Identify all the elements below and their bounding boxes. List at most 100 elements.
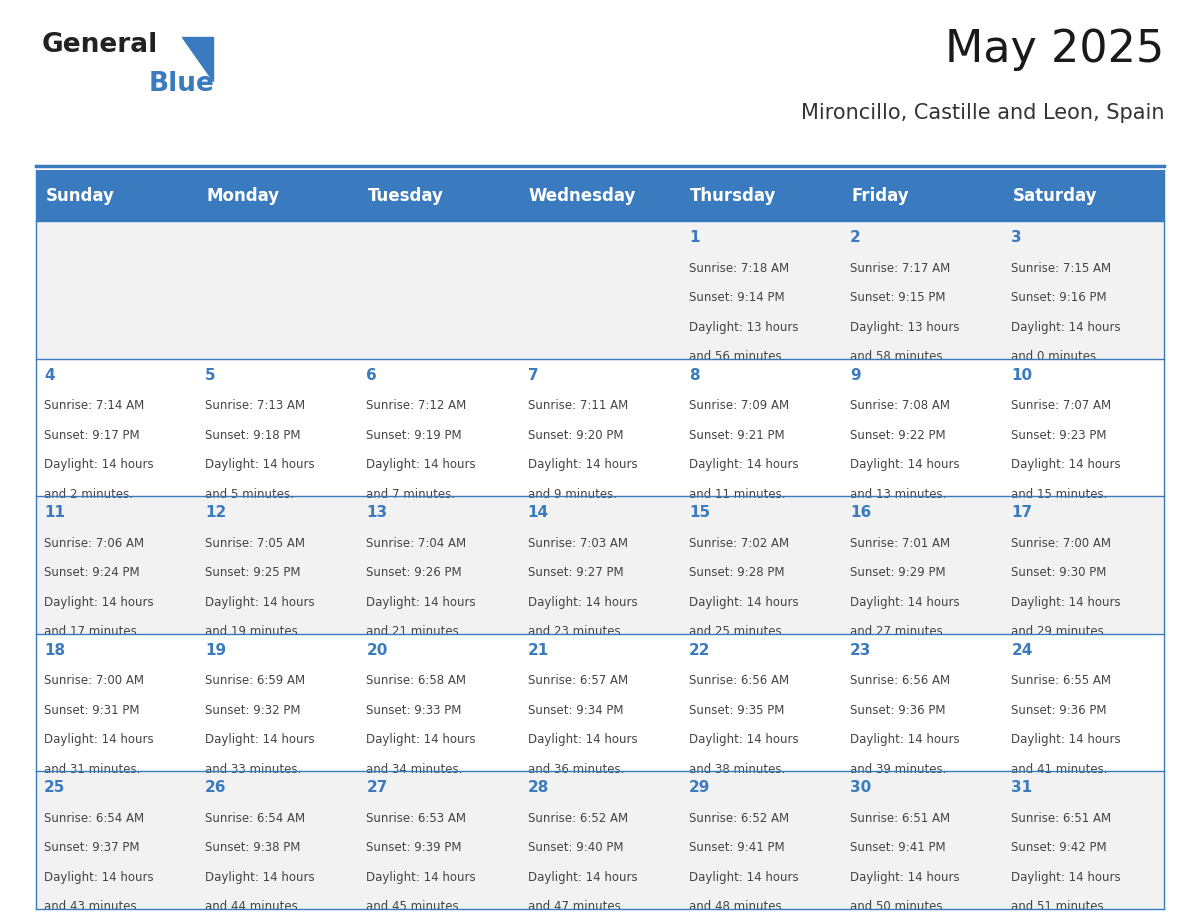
- Text: Sunrise: 6:52 AM: Sunrise: 6:52 AM: [689, 812, 789, 824]
- Bar: [36, 633, 197, 771]
- Bar: [681, 359, 842, 497]
- Text: Sunset: 9:24 PM: Sunset: 9:24 PM: [44, 566, 139, 579]
- Bar: [358, 633, 519, 771]
- Bar: [842, 771, 1003, 909]
- Text: Sunrise: 7:00 AM: Sunrise: 7:00 AM: [44, 674, 144, 688]
- Text: Daylight: 14 hours: Daylight: 14 hours: [527, 733, 637, 746]
- Text: Sunrise: 7:12 AM: Sunrise: 7:12 AM: [366, 399, 467, 412]
- Text: Wednesday: Wednesday: [529, 186, 637, 205]
- Text: Sunrise: 7:02 AM: Sunrise: 7:02 AM: [689, 537, 789, 550]
- Text: Sunrise: 7:08 AM: Sunrise: 7:08 AM: [851, 399, 950, 412]
- Bar: [36, 497, 197, 633]
- Bar: [842, 359, 1003, 497]
- Bar: [1003, 170, 1164, 221]
- Text: Daylight: 14 hours: Daylight: 14 hours: [44, 596, 153, 609]
- Text: 4: 4: [44, 368, 55, 383]
- Text: Sunrise: 7:03 AM: Sunrise: 7:03 AM: [527, 537, 627, 550]
- Bar: [519, 633, 681, 771]
- Text: Sunset: 9:31 PM: Sunset: 9:31 PM: [44, 704, 139, 717]
- Bar: [36, 771, 197, 909]
- Text: Daylight: 14 hours: Daylight: 14 hours: [44, 458, 153, 471]
- Bar: [681, 771, 842, 909]
- Text: Daylight: 14 hours: Daylight: 14 hours: [851, 458, 960, 471]
- Text: Sunrise: 7:06 AM: Sunrise: 7:06 AM: [44, 537, 144, 550]
- Text: 1: 1: [689, 230, 700, 245]
- Bar: [197, 221, 358, 359]
- Text: 20: 20: [366, 643, 387, 658]
- Text: Sunrise: 7:01 AM: Sunrise: 7:01 AM: [851, 537, 950, 550]
- Text: and 39 minutes.: and 39 minutes.: [851, 763, 947, 776]
- Text: and 19 minutes.: and 19 minutes.: [206, 625, 302, 638]
- Text: Daylight: 14 hours: Daylight: 14 hours: [1011, 458, 1121, 471]
- Text: Daylight: 13 hours: Daylight: 13 hours: [851, 320, 960, 334]
- Text: 16: 16: [851, 506, 871, 521]
- Text: Sunset: 9:42 PM: Sunset: 9:42 PM: [1011, 841, 1107, 855]
- Text: 30: 30: [851, 780, 871, 796]
- Text: Sunset: 9:36 PM: Sunset: 9:36 PM: [1011, 704, 1107, 717]
- Text: and 36 minutes.: and 36 minutes.: [527, 763, 624, 776]
- Text: 27: 27: [366, 780, 387, 796]
- Text: 24: 24: [1011, 643, 1032, 658]
- Text: Sunset: 9:21 PM: Sunset: 9:21 PM: [689, 429, 784, 442]
- Bar: [358, 771, 519, 909]
- Text: Sunset: 9:27 PM: Sunset: 9:27 PM: [527, 566, 624, 579]
- Text: Daylight: 14 hours: Daylight: 14 hours: [1011, 596, 1121, 609]
- Text: Sunset: 9:23 PM: Sunset: 9:23 PM: [1011, 429, 1107, 442]
- Text: Sunrise: 6:56 AM: Sunrise: 6:56 AM: [689, 674, 789, 688]
- Text: Sunrise: 7:05 AM: Sunrise: 7:05 AM: [206, 537, 305, 550]
- Bar: [681, 170, 842, 221]
- Text: and 38 minutes.: and 38 minutes.: [689, 763, 785, 776]
- Text: Daylight: 14 hours: Daylight: 14 hours: [44, 871, 153, 884]
- Bar: [519, 359, 681, 497]
- Text: and 34 minutes.: and 34 minutes.: [366, 763, 463, 776]
- Text: 12: 12: [206, 506, 227, 521]
- Text: Saturday: Saturday: [1012, 186, 1098, 205]
- Text: Daylight: 14 hours: Daylight: 14 hours: [689, 733, 798, 746]
- Text: and 29 minutes.: and 29 minutes.: [1011, 625, 1108, 638]
- Bar: [358, 170, 519, 221]
- Bar: [519, 497, 681, 633]
- Text: 23: 23: [851, 643, 872, 658]
- Text: Sunrise: 6:59 AM: Sunrise: 6:59 AM: [206, 674, 305, 688]
- Text: 26: 26: [206, 780, 227, 796]
- Text: Sunset: 9:15 PM: Sunset: 9:15 PM: [851, 291, 946, 304]
- Bar: [197, 359, 358, 497]
- Text: and 41 minutes.: and 41 minutes.: [1011, 763, 1108, 776]
- Text: and 17 minutes.: and 17 minutes.: [44, 625, 140, 638]
- Text: and 27 minutes.: and 27 minutes.: [851, 625, 947, 638]
- Text: Daylight: 14 hours: Daylight: 14 hours: [689, 871, 798, 884]
- Text: Sunset: 9:25 PM: Sunset: 9:25 PM: [206, 566, 301, 579]
- Text: Daylight: 14 hours: Daylight: 14 hours: [1011, 733, 1121, 746]
- Text: Sunset: 9:14 PM: Sunset: 9:14 PM: [689, 291, 784, 304]
- Text: Sunset: 9:40 PM: Sunset: 9:40 PM: [527, 841, 624, 855]
- Text: and 13 minutes.: and 13 minutes.: [851, 487, 947, 501]
- Text: Daylight: 14 hours: Daylight: 14 hours: [366, 871, 476, 884]
- Text: 2: 2: [851, 230, 861, 245]
- Bar: [36, 221, 197, 359]
- Bar: [36, 170, 197, 221]
- Text: Sunrise: 6:51 AM: Sunrise: 6:51 AM: [851, 812, 950, 824]
- Text: and 9 minutes.: and 9 minutes.: [527, 487, 617, 501]
- Text: and 56 minutes.: and 56 minutes.: [689, 351, 785, 364]
- Text: Sunrise: 6:55 AM: Sunrise: 6:55 AM: [1011, 674, 1111, 688]
- Bar: [197, 771, 358, 909]
- Text: Daylight: 14 hours: Daylight: 14 hours: [527, 596, 637, 609]
- Text: and 15 minutes.: and 15 minutes.: [1011, 487, 1107, 501]
- Text: Sunrise: 6:57 AM: Sunrise: 6:57 AM: [527, 674, 627, 688]
- Text: 18: 18: [44, 643, 65, 658]
- Text: Daylight: 14 hours: Daylight: 14 hours: [851, 733, 960, 746]
- Text: Sunrise: 7:11 AM: Sunrise: 7:11 AM: [527, 399, 628, 412]
- Text: Daylight: 14 hours: Daylight: 14 hours: [366, 733, 476, 746]
- Text: and 44 minutes.: and 44 minutes.: [206, 901, 302, 913]
- Text: Sunrise: 6:52 AM: Sunrise: 6:52 AM: [527, 812, 627, 824]
- Text: 3: 3: [1011, 230, 1022, 245]
- Text: 28: 28: [527, 780, 549, 796]
- Text: 5: 5: [206, 368, 216, 383]
- Text: and 2 minutes.: and 2 minutes.: [44, 487, 133, 501]
- Text: Sunset: 9:34 PM: Sunset: 9:34 PM: [527, 704, 624, 717]
- Text: 13: 13: [366, 506, 387, 521]
- Bar: [519, 221, 681, 359]
- Bar: [519, 170, 681, 221]
- Text: Sunset: 9:37 PM: Sunset: 9:37 PM: [44, 841, 139, 855]
- Text: Daylight: 13 hours: Daylight: 13 hours: [689, 320, 798, 334]
